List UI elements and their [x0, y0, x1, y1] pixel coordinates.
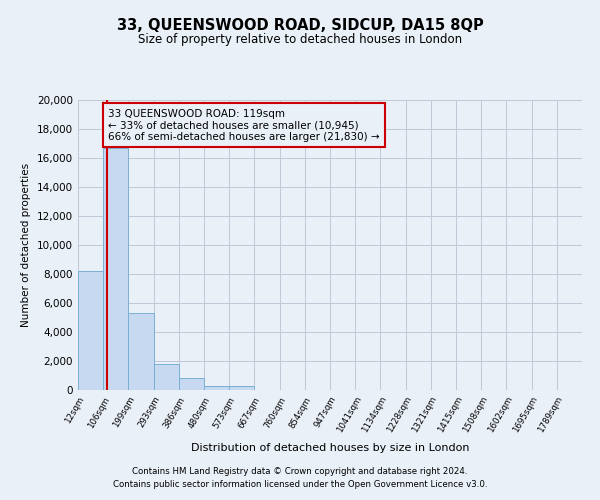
- Y-axis label: Number of detached properties: Number of detached properties: [22, 163, 31, 327]
- Bar: [103, 148, 128, 390]
- Bar: [179, 378, 204, 390]
- Bar: [78, 271, 103, 390]
- X-axis label: Distribution of detached houses by size in London: Distribution of detached houses by size …: [191, 442, 469, 452]
- Bar: [204, 386, 229, 390]
- Text: Contains HM Land Registry data © Crown copyright and database right 2024.: Contains HM Land Registry data © Crown c…: [132, 467, 468, 476]
- Bar: [154, 364, 179, 390]
- Bar: [229, 386, 254, 390]
- Text: Contains public sector information licensed under the Open Government Licence v3: Contains public sector information licen…: [113, 480, 487, 489]
- Text: 33, QUEENSWOOD ROAD, SIDCUP, DA15 8QP: 33, QUEENSWOOD ROAD, SIDCUP, DA15 8QP: [116, 18, 484, 32]
- Text: Size of property relative to detached houses in London: Size of property relative to detached ho…: [138, 32, 462, 46]
- Text: 33 QUEENSWOOD ROAD: 119sqm
← 33% of detached houses are smaller (10,945)
66% of : 33 QUEENSWOOD ROAD: 119sqm ← 33% of deta…: [108, 108, 380, 142]
- Bar: [128, 313, 154, 390]
